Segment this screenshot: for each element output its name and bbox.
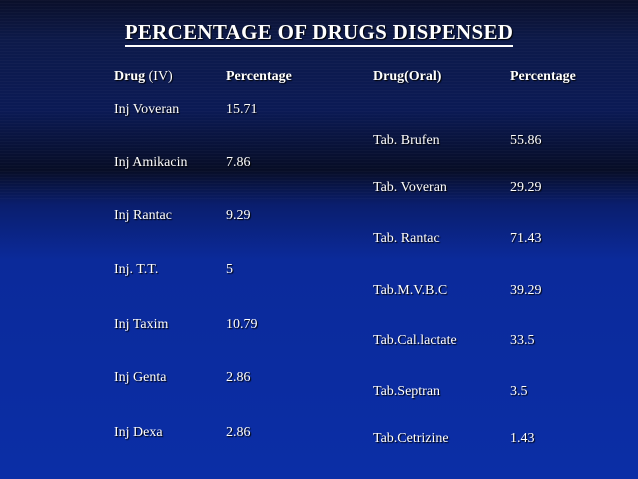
iv-header-percentage: Percentage [226,69,292,84]
iv-row-percentage: 7.86 [226,155,251,170]
oral-row-percentage: 3.5 [510,384,528,399]
oral-row-percentage: 39.29 [510,283,542,298]
iv-header-drug-label: Drug [114,69,146,84]
iv-header-route: (IV) [148,69,173,84]
iv-row-drug: Inj Rantac [114,208,172,223]
iv-row-percentage: 2.86 [226,370,251,385]
oral-row-drug: Tab. Brufen [373,133,440,148]
iv-row-percentage: 10.79 [226,317,258,332]
oral-row-drug: Tab. Rantac [373,231,440,246]
oral-row-drug: Tab.Cal.lactate [373,333,457,348]
iv-row-drug: Inj Genta [114,370,167,385]
oral-row-percentage: 33.5 [510,333,535,348]
iv-row-percentage: 15.71 [226,102,258,117]
iv-row-percentage: 5 [226,262,233,277]
slide-title-text: PERCENTAGE OF DRUGS DISPENSED [124,20,514,47]
oral-row-drug: Tab.M.V.B.C [373,283,448,298]
oral-row-percentage: 29.29 [510,180,542,195]
oral-row-percentage: 1.43 [510,431,535,446]
iv-row-drug: Inj Dexa [114,425,163,440]
oral-row-percentage: 55.86 [510,133,542,148]
iv-row-drug: Inj. T.T. [114,262,159,277]
iv-row-drug: Inj Taxim [114,317,169,332]
oral-header-drug: Drug(Oral) [373,69,442,84]
iv-row-percentage: 2.86 [226,425,251,440]
slide-title: PERCENTAGE OF DRUGS DISPENSED [0,20,638,47]
iv-row-drug: Inj Voveran [114,102,180,117]
iv-row-drug: Inj Amikacin [114,155,188,170]
oral-row-percentage: 71.43 [510,231,542,246]
oral-header-percentage: Percentage [510,69,576,84]
iv-header-drug: Drug (IV) [114,69,173,85]
oral-row-drug: Tab.Septran [373,384,441,399]
iv-row-percentage: 9.29 [226,208,251,223]
oral-row-drug: Tab. Voveran [373,180,447,195]
oral-row-drug: Tab.Cetrizine [373,431,449,446]
